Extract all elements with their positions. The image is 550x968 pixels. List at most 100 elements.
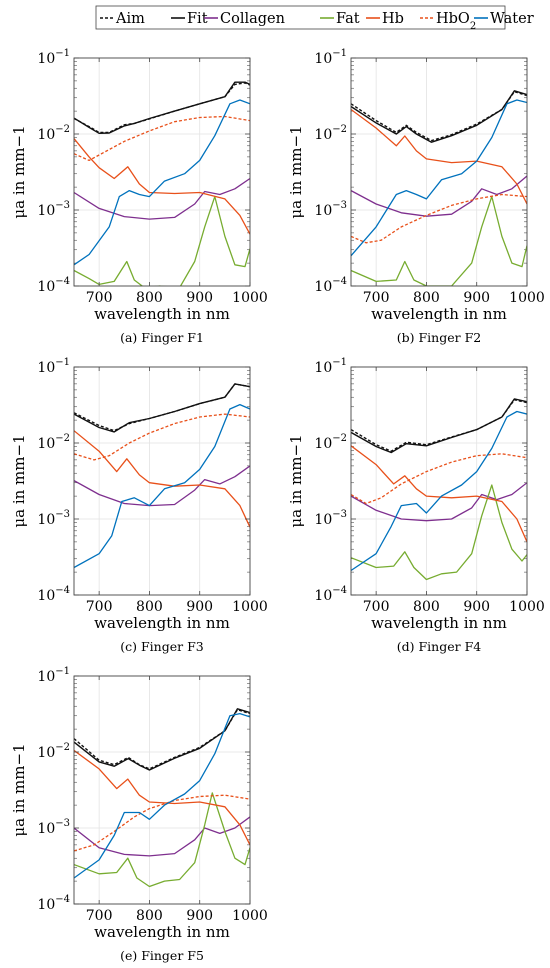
chart-panel-1: 700 800 900 1000 10−4 10−3 10−2 10−1 wavelength …: [10, 48, 268, 345]
series-line-fit: [351, 90, 527, 143]
x-tick-label: 800: [136, 599, 163, 615]
series-line-fit: [74, 708, 250, 771]
series-line-water: [74, 99, 250, 266]
series-line-water: [74, 712, 250, 879]
series-line-water: [351, 99, 527, 257]
legend-label-hb: Hb: [382, 11, 404, 27]
legend-frame: [95, 5, 506, 30]
series-line-collagen: [351, 482, 527, 522]
panel-caption: (e) Finger F5: [120, 948, 204, 963]
chart-panel-3: 700 800 900 1000 10−4 10−3 10−2 10−1 wavelength …: [10, 357, 268, 654]
x-tick-label: 900: [186, 290, 213, 306]
series-line-hbo2: [74, 413, 250, 461]
legend-label-aim: Aim: [115, 11, 145, 27]
y-tick-label: 10−4: [314, 276, 347, 295]
panel-caption: (c) Finger F3: [120, 639, 203, 654]
series-line-fit: [74, 81, 250, 134]
series-line-water: [351, 410, 527, 572]
y-tick-label: 10−2: [314, 124, 347, 143]
series-line-aim: [351, 91, 527, 142]
y-tick-label: 10−3: [314, 509, 347, 528]
chart-panel-5: 700 800 900 1000 10−4 10−3 10−2 10−1 wavelength …: [10, 666, 268, 963]
series-line-aim: [74, 709, 250, 770]
plot-frame: [73, 366, 251, 596]
y-axis-label: μa in mm−1: [10, 125, 28, 218]
series-line-hbo2: [74, 794, 250, 852]
series-line-hb: [74, 749, 250, 846]
series-line-hb: [74, 430, 250, 528]
series-line-fat: [74, 195, 250, 286]
series-line-fat: [351, 484, 527, 581]
series-line-hbo2: [351, 453, 527, 505]
chart-panels: 700 800 900 1000 10−4 10−3 10−2 10−1 wavelength …: [10, 48, 545, 963]
x-tick-label: 800: [413, 599, 440, 615]
x-tick-label: 700: [86, 908, 113, 924]
x-axis-label: wavelength in nm: [94, 614, 230, 632]
series-line-hb: [351, 445, 527, 543]
x-tick-label: 700: [363, 290, 390, 306]
x-tick-label: 1000: [232, 908, 268, 924]
y-tick-label: 10−2: [37, 742, 70, 761]
y-tick-label: 10−1: [37, 48, 70, 67]
legend-label-hbo2: HbO2: [436, 11, 476, 32]
y-axis-label: μa in mm−1: [287, 434, 305, 527]
y-tick-label: 10−4: [37, 276, 70, 295]
x-tick-label: 900: [186, 908, 213, 924]
series-line-water: [74, 403, 250, 569]
x-tick-label: 700: [363, 599, 390, 615]
series-line-fit: [74, 383, 250, 433]
series-line-collagen: [74, 465, 250, 507]
series-line-collagen: [351, 175, 527, 217]
y-tick-label: 10−3: [314, 200, 347, 219]
chart-panel-2: 700 800 900 1000 10−4 10−3 10−2 10−1 wavelength …: [287, 48, 545, 345]
y-tick-label: 10−1: [37, 666, 70, 685]
y-tick-label: 10−3: [37, 509, 70, 528]
x-tick-label: 800: [413, 290, 440, 306]
y-tick-label: 10−1: [314, 357, 347, 376]
legend-label-collagen: Collagen: [220, 11, 285, 27]
y-tick-label: 10−2: [37, 433, 70, 452]
x-tick-label: 900: [463, 599, 490, 615]
panel-caption: (a) Finger F1: [120, 330, 204, 345]
y-axis-label: μa in mm−1: [10, 434, 28, 527]
legend-label-fat: Fat: [336, 11, 360, 27]
y-tick-label: 10−1: [37, 357, 70, 376]
x-tick-label: 1000: [509, 599, 545, 615]
x-axis-label: wavelength in nm: [94, 923, 230, 941]
x-axis-label: wavelength in nm: [371, 305, 507, 323]
x-axis-label: wavelength in nm: [371, 614, 507, 632]
legend-label-fit: Fit: [187, 11, 208, 27]
legend-label-water: Water: [490, 11, 534, 27]
series-line-hb: [351, 108, 527, 205]
plot-frame: [73, 57, 251, 287]
panel-caption: (b) Finger F2: [397, 330, 481, 345]
x-tick-label: 700: [86, 290, 113, 306]
y-axis-label: μa in mm−1: [10, 743, 28, 836]
x-axis-label: wavelength in nm: [94, 305, 230, 323]
series-line-hb: [74, 138, 250, 235]
series-line-fat: [74, 792, 250, 888]
y-tick-label: 10−4: [314, 585, 347, 604]
series-line-collagen: [74, 177, 250, 220]
y-tick-label: 10−3: [37, 818, 70, 837]
x-tick-label: 1000: [232, 599, 268, 615]
series-line-aim: [74, 383, 250, 432]
x-tick-label: 900: [186, 599, 213, 615]
x-tick-label: 1000: [232, 290, 268, 306]
y-axis-label: μa in mm−1: [287, 125, 305, 218]
plot-frame: [350, 366, 528, 596]
y-tick-label: 10−4: [37, 894, 70, 913]
y-tick-label: 10−1: [314, 48, 347, 67]
series-line-fit: [351, 398, 527, 454]
plot-frame: [73, 675, 251, 905]
series-line-collagen: [74, 816, 250, 857]
series-line-aim: [351, 399, 527, 452]
y-tick-label: 10−2: [37, 124, 70, 143]
y-tick-label: 10−3: [37, 200, 70, 219]
legend: Aim Fit Collagen Fat Hb HbO2 Water: [95, 5, 534, 32]
x-tick-label: 1000: [509, 290, 545, 306]
series-line-hbo2: [74, 115, 250, 162]
x-tick-label: 700: [86, 599, 113, 615]
x-tick-label: 800: [136, 908, 163, 924]
